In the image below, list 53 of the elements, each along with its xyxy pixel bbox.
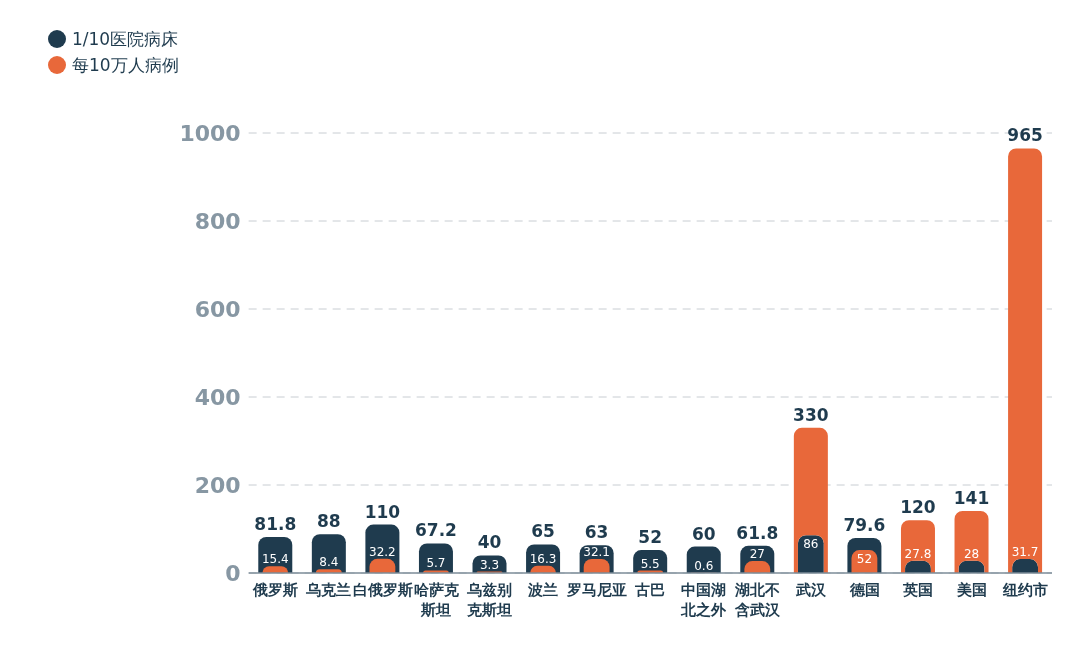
data-label: 81.8 (254, 514, 297, 535)
data-label: 110 (364, 501, 401, 522)
y-tick-label: 200 (194, 472, 241, 498)
x-tick-label: 乌兹别克斯坦 (466, 581, 513, 619)
x-tick-label: 波兰 (527, 581, 559, 599)
data-label: 5.7 (426, 556, 446, 571)
data-label: 16.3 (529, 551, 557, 566)
data-label: 40 (477, 532, 502, 553)
data-label: 27 (749, 547, 765, 562)
y-tick-label: 1000 (179, 120, 241, 146)
data-label: 0.6 (694, 558, 714, 573)
y-tick-label: 0 (225, 560, 241, 586)
legend-label: 1/10医院病床 (72, 27, 179, 51)
data-label: 31.7 (1011, 545, 1039, 560)
data-label: 79.6 (843, 514, 886, 535)
x-tick-label: 哈萨克斯坦 (413, 581, 460, 619)
data-label: 15.4 (261, 552, 289, 567)
data-label: 32.1 (583, 544, 610, 559)
x-tick-label: 俄罗斯 (251, 581, 298, 599)
data-label: 67.2 (414, 520, 457, 541)
y-tick-label: 800 (194, 208, 241, 234)
data-label: 86 (803, 537, 819, 552)
x-tick-label: 英国 (902, 581, 934, 599)
x-tick-label: 美国 (955, 581, 987, 599)
data-label: 63 (584, 522, 609, 543)
data-label: 965 (1007, 125, 1043, 146)
x-tick-label: 湖北不含武汉 (733, 581, 781, 619)
data-label: 28 (963, 546, 980, 561)
data-label: 88 (317, 511, 341, 532)
y-tick-label: 400 (194, 384, 241, 410)
data-label: 120 (900, 497, 936, 518)
data-label: 60 (691, 523, 716, 544)
x-tick-label: 乌克兰 (305, 581, 352, 599)
x-tick-label: 德国 (848, 581, 880, 599)
data-label: 32.2 (369, 544, 396, 559)
data-label: 52 (638, 527, 663, 548)
x-tick-label: 中国湖北之外 (680, 581, 728, 619)
data-label: 27.8 (904, 546, 932, 561)
x-tick-label: 古巴 (634, 581, 666, 599)
legend-label: 每10万人病例 (72, 53, 179, 77)
data-label: 65 (531, 521, 555, 542)
data-label: 330 (793, 404, 829, 425)
x-tick-label: 武汉 (794, 581, 827, 599)
data-label: 52 (856, 552, 873, 567)
x-tick-label: 纽约市 (1001, 581, 1048, 599)
data-label: 61.8 (736, 522, 779, 543)
data-label: 8.4 (319, 555, 339, 570)
x-tick-label: 罗马尼亚 (565, 581, 627, 599)
x-tick-label: 白俄罗斯 (352, 581, 413, 599)
data-label: 3.3 (479, 557, 500, 572)
data-label: 5.5 (640, 556, 660, 571)
data-label: 141 (953, 487, 990, 508)
y-tick-label: 600 (194, 296, 241, 322)
